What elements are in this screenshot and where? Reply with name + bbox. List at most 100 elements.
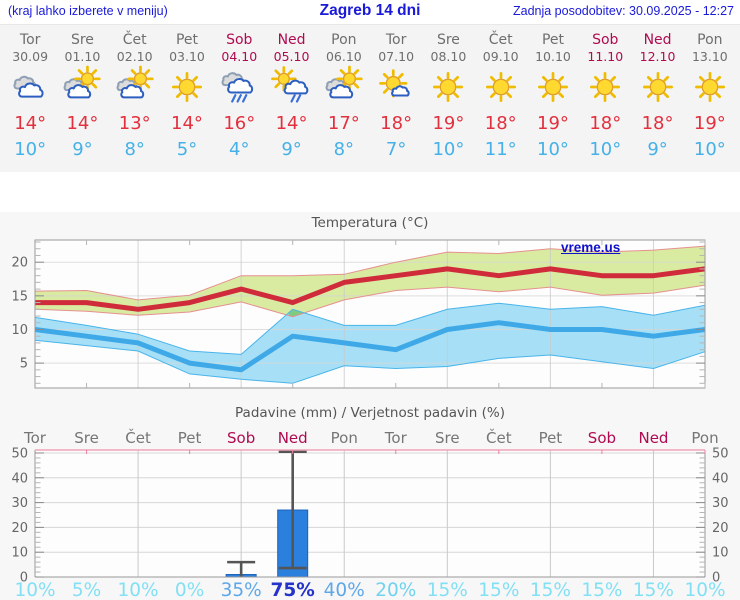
precip-probability: 15% — [633, 580, 674, 600]
day-date: 06.10 — [325, 49, 362, 64]
day-column[interactable]: Sob 04.10 16° 4° — [213, 29, 265, 172]
day-column[interactable]: Pon 06.10 17° 8° — [318, 29, 370, 172]
precip-day-label: Sob — [227, 429, 255, 447]
spacer — [0, 172, 740, 212]
partly-sunny-icon — [109, 65, 161, 110]
day-tmin: 9° — [72, 139, 93, 160]
day-tmax: 18° — [589, 113, 622, 134]
day-date: 11.10 — [587, 49, 624, 64]
day-date: 04.10 — [221, 49, 258, 64]
day-name: Čet — [122, 32, 147, 48]
day-column[interactable]: Sob 11.10 18° 10° — [579, 29, 631, 172]
precip-ytick-label-right: 10 — [712, 546, 729, 561]
precip-day-label: Tor — [384, 429, 408, 447]
precip-probability: 10% — [14, 580, 55, 600]
partly-sunny-icon — [56, 65, 108, 110]
day-tmax: 18° — [641, 113, 674, 134]
day-tmin: 11° — [484, 139, 517, 160]
day-date: 03.10 — [169, 49, 205, 64]
precip-ytick-label-right: 20 — [712, 521, 729, 536]
day-column[interactable]: Pon 13.10 19° 10° — [684, 29, 736, 172]
day-name: Ned — [277, 32, 306, 48]
precip-probability: 10% — [118, 580, 159, 600]
day-name: Sre — [70, 32, 94, 48]
day-name: Sre — [436, 32, 460, 48]
sunny-icon — [161, 68, 213, 110]
watermark-link[interactable]: vreme.us — [561, 240, 621, 255]
day-tmin: 10° — [537, 139, 569, 160]
day-tmin: 8° — [124, 139, 145, 160]
precip-ytick-label-left: 0 — [20, 571, 28, 586]
precip-probability: 40% — [324, 580, 365, 600]
precip-probability: 20% — [375, 580, 416, 600]
precip-day-label: Sre — [74, 429, 99, 447]
day-name: Pet — [541, 32, 565, 48]
precip-day-label: Sre — [435, 429, 460, 447]
day-column[interactable]: Ned 12.10 18° 9° — [631, 29, 683, 172]
cloudy-icon — [4, 68, 56, 110]
day-date: 09.10 — [482, 49, 519, 64]
sun-rain-icon — [265, 66, 317, 110]
day-column[interactable]: Tor 07.10 18° 7° — [370, 29, 422, 172]
day-tmin: 10° — [14, 139, 47, 160]
precip-day-label: Pet — [539, 429, 563, 447]
day-tmax: 16° — [223, 113, 256, 134]
day-date: 07.10 — [378, 49, 415, 64]
precip-ytick-label-right: 30 — [712, 496, 729, 511]
day-name: Sob — [226, 32, 253, 48]
day-column[interactable]: Čet 02.10 13° 8° — [109, 29, 161, 172]
day-tmax: 18° — [484, 113, 517, 134]
precip-probability: 0% — [175, 580, 204, 600]
day-name: Pon — [697, 32, 723, 48]
day-column[interactable]: Pet 03.10 14° 5° — [161, 29, 213, 172]
temp-ytick-label: 5 — [20, 357, 28, 372]
day-name: Tor — [385, 32, 407, 48]
day-tmax: 14° — [275, 113, 308, 134]
partly-sunny-icon — [318, 65, 370, 110]
sunny-icon — [631, 68, 683, 110]
day-date: 05.10 — [273, 49, 310, 64]
day-tmax: 19° — [693, 113, 726, 134]
day-date: 10.10 — [535, 49, 571, 64]
precip-ytick-label-left: 20 — [11, 521, 28, 536]
sunny-icon — [527, 68, 579, 110]
menu-hint: (kraj lahko izberete v meniju) — [8, 4, 168, 18]
day-tmin: 10° — [589, 139, 622, 160]
day-column[interactable]: Sre 01.10 14° 9° — [56, 29, 108, 172]
day-tmax: 17° — [327, 113, 360, 134]
day-name: Pet — [175, 32, 199, 48]
precip-probability: 15% — [478, 580, 519, 600]
band-overlap — [288, 309, 303, 317]
precip-day-label: Ned — [638, 429, 668, 447]
day-name: Pon — [331, 32, 357, 48]
precip-day-label: Ned — [278, 429, 308, 447]
precip-day-label: Tor — [23, 429, 47, 447]
day-name: Čet — [488, 32, 513, 48]
day-name: Ned — [643, 32, 672, 48]
day-date: 12.10 — [639, 49, 676, 64]
precip-day-label: Čet — [486, 428, 512, 447]
day-column[interactable]: Pet 10.10 19° 10° — [527, 29, 579, 172]
day-column[interactable]: Tor 30.09 14° 10° — [4, 29, 56, 172]
precip-ytick-label-left: 40 — [11, 471, 28, 486]
day-tmin: 4° — [229, 139, 250, 160]
precip-day-label: Sob — [588, 429, 616, 447]
precip-probability: 35% — [221, 580, 262, 600]
day-column[interactable]: Sre 08.10 19° 10° — [422, 29, 474, 172]
day-tmax: 19° — [432, 113, 465, 134]
day-tmin: 10° — [432, 139, 465, 160]
rain-icon — [213, 68, 265, 110]
precip-plot-bg — [35, 450, 705, 577]
temp-ytick-label: 20 — [11, 256, 28, 271]
precip-day-label: Pet — [178, 429, 202, 447]
day-tmax: 19° — [537, 113, 569, 134]
sunny-icon — [579, 68, 631, 110]
day-column[interactable]: Ned 05.10 14° 9° — [265, 29, 317, 172]
day-tmax: 18° — [380, 113, 413, 134]
precip-ytick-label-left: 10 — [11, 546, 28, 561]
precip-ytick-label-left: 50 — [11, 446, 28, 461]
day-column[interactable]: Čet 09.10 18° 11° — [475, 29, 527, 172]
sunny-icon — [684, 68, 736, 110]
tmax-line — [35, 266, 706, 312]
